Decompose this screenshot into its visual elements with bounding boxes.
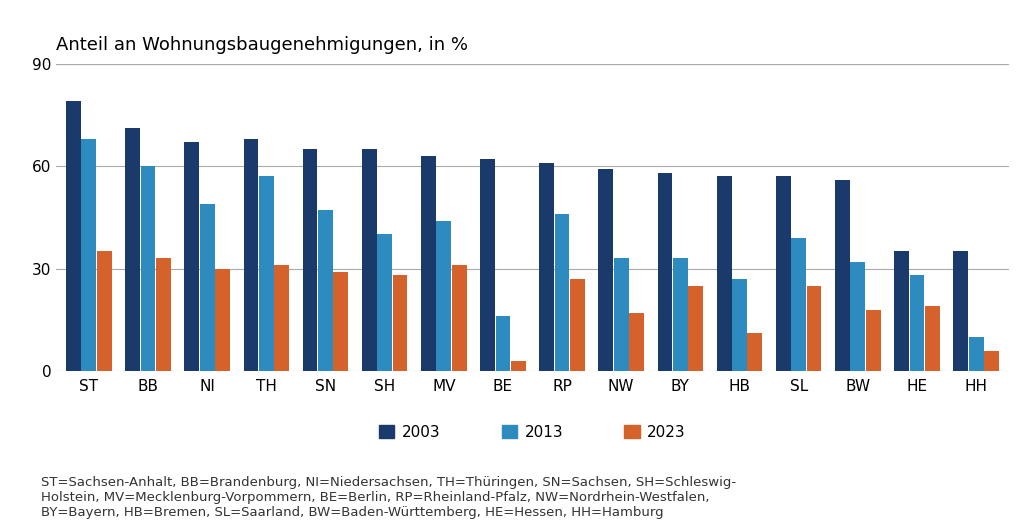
- Legend: 2003, 2013, 2023: 2003, 2013, 2023: [373, 419, 692, 446]
- Bar: [496, 316, 510, 371]
- Bar: [303, 149, 317, 371]
- Bar: [244, 139, 258, 371]
- Bar: [792, 238, 806, 371]
- Text: ST=Sachsen-Anhalt, BB=Brandenburg, NI=Niedersachsen, TH=Thüringen, SN=Sachsen, S: ST=Sachsen-Anhalt, BB=Brandenburg, NI=Ni…: [41, 476, 736, 519]
- Bar: [125, 128, 140, 371]
- Bar: [909, 276, 925, 371]
- Bar: [97, 251, 112, 371]
- Bar: [598, 170, 613, 371]
- Bar: [511, 361, 525, 371]
- Bar: [436, 220, 452, 371]
- Bar: [865, 310, 881, 371]
- Bar: [82, 139, 96, 371]
- Bar: [953, 251, 968, 371]
- Bar: [200, 204, 215, 371]
- Bar: [540, 163, 554, 371]
- Bar: [984, 350, 998, 371]
- Bar: [925, 306, 940, 371]
- Bar: [259, 176, 273, 371]
- Bar: [184, 142, 199, 371]
- Bar: [555, 214, 569, 371]
- Bar: [850, 262, 865, 371]
- Bar: [140, 166, 156, 371]
- Bar: [835, 180, 850, 371]
- Bar: [392, 276, 408, 371]
- Bar: [361, 149, 377, 371]
- Bar: [717, 176, 731, 371]
- Bar: [452, 265, 467, 371]
- Bar: [318, 210, 333, 371]
- Bar: [657, 173, 673, 371]
- Bar: [673, 258, 688, 371]
- Bar: [894, 251, 909, 371]
- Bar: [807, 286, 821, 371]
- Bar: [732, 279, 746, 371]
- Bar: [629, 313, 644, 371]
- Bar: [570, 279, 585, 371]
- Bar: [421, 156, 436, 371]
- Bar: [688, 286, 703, 371]
- Bar: [334, 272, 348, 371]
- Bar: [67, 101, 81, 371]
- Bar: [156, 258, 171, 371]
- Bar: [776, 176, 791, 371]
- Bar: [480, 159, 495, 371]
- Bar: [748, 333, 762, 371]
- Bar: [274, 265, 289, 371]
- Bar: [215, 269, 230, 371]
- Text: Anteil an Wohnungsbaugenehmigungen, in %: Anteil an Wohnungsbaugenehmigungen, in %: [56, 36, 468, 54]
- Bar: [613, 258, 629, 371]
- Bar: [377, 234, 392, 371]
- Bar: [969, 337, 983, 371]
